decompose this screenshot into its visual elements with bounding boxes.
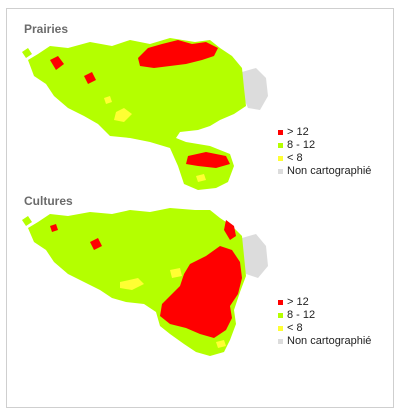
legend-swatch-high <box>278 300 283 305</box>
territory-islet <box>22 48 32 58</box>
panel-title-cultures: Cultures <box>24 194 73 208</box>
territory-low-3 <box>216 340 226 348</box>
legend-prairies: > 12 8 - 12 < 8 Non cartographié <box>278 126 371 178</box>
territory-high-west <box>50 56 64 70</box>
territory-high-southeast <box>160 246 242 338</box>
legend-label: 8 - 12 <box>287 309 316 321</box>
territory-low-1 <box>114 108 132 122</box>
legend-label: Non cartographié <box>287 335 372 347</box>
territory-high-south <box>186 152 230 168</box>
legend-item: Non cartographié <box>278 165 371 178</box>
territory-mid <box>28 38 246 190</box>
legend-swatch-low <box>278 326 283 331</box>
territory-high-spot <box>90 238 102 250</box>
legend-swatch-unmapped <box>278 339 283 344</box>
territory-high-spot2 <box>50 224 58 232</box>
unmapped-region <box>242 68 268 110</box>
legend-item: < 8 <box>278 152 371 165</box>
territory-low-3 <box>196 174 206 182</box>
legend-cultures: > 12 8 - 12 < 8 Non cartographié <box>278 296 371 348</box>
territory-low-2 <box>104 96 112 104</box>
map-prairies <box>22 38 268 190</box>
legend-swatch-low <box>278 156 283 161</box>
territory-islet <box>22 216 32 226</box>
legend-swatch-mid <box>278 313 283 318</box>
legend-item: < 8 <box>278 322 371 335</box>
legend-swatch-mid <box>278 143 283 148</box>
panel-title-prairies: Prairies <box>24 22 69 36</box>
territory-high-north <box>138 40 218 68</box>
legend-item: > 12 <box>278 296 371 309</box>
unmapped-region <box>242 234 268 278</box>
legend-item: Non cartographié <box>278 335 371 348</box>
legend-item: 8 - 12 <box>278 309 371 322</box>
legend-swatch-unmapped <box>278 169 283 174</box>
legend-item: > 12 <box>278 126 371 139</box>
territory-low-2 <box>170 268 182 278</box>
legend-label: > 12 <box>287 126 309 138</box>
territory-low-1 <box>120 278 144 290</box>
legend-item: 8 - 12 <box>278 139 371 152</box>
legend-swatch-high <box>278 130 283 135</box>
legend-label: Non cartographié <box>287 165 372 177</box>
legend-label: > 12 <box>287 296 309 308</box>
territory-high-spot <box>84 72 96 84</box>
legend-label: 8 - 12 <box>287 139 316 151</box>
legend-label: < 8 <box>287 152 303 164</box>
legend-label: < 8 <box>287 322 303 334</box>
territory-high-east <box>224 220 236 240</box>
map-cultures <box>22 208 268 356</box>
